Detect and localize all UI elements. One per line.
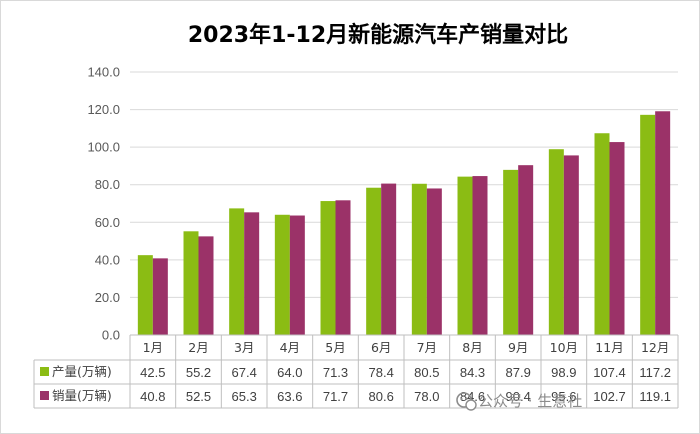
x-tick-label: 5月 [325, 340, 345, 355]
bar-production-8 [457, 176, 473, 335]
y-tick-label: 100.0 [87, 140, 120, 155]
sales-value-label: 102.7 [593, 389, 626, 404]
y-axis-tick-labels: 0.0 20.0 40.0 60.0 80.0 100.0 120.0 140.0 [87, 65, 120, 343]
bar-sales-3 [244, 212, 260, 335]
production-value-label: 107.4 [593, 365, 626, 380]
bar-production-1 [137, 255, 153, 335]
bar-sales-6 [381, 183, 397, 335]
production-value-label: 78.4 [369, 365, 394, 380]
chart-title: 2023年1-12月新能源汽车产销量对比 [188, 22, 568, 48]
x-tick-label: 11月 [595, 340, 623, 355]
y-tick-label: 40.0 [95, 252, 120, 267]
bar-sales-12 [655, 111, 671, 335]
production-value-label: 42.5 [140, 365, 165, 380]
sales-value-label: 52.5 [186, 389, 211, 404]
x-tick-label: 4月 [280, 340, 300, 355]
x-tick-label: 10月 [550, 340, 578, 355]
production-value-label: 117.2 [639, 365, 671, 380]
bar-production-9 [503, 169, 519, 335]
legend-label: 销量(万辆) [52, 388, 112, 403]
legend-swatch [40, 367, 49, 376]
bar-production-4 [274, 214, 290, 335]
sales-value-label: 78.0 [414, 389, 439, 404]
y-tick-label: 0.0 [102, 328, 120, 343]
wechat-icon [456, 392, 477, 411]
bar-production-7 [411, 183, 427, 335]
production-value-label: 55.2 [186, 365, 211, 380]
y-tick-label: 120.0 [87, 102, 120, 117]
bar-production-2 [183, 231, 199, 335]
production-value-label: 71.3 [323, 365, 348, 380]
production-value-label: 67.4 [232, 365, 257, 380]
bar-production-11 [594, 133, 610, 335]
x-tick-label: 2月 [188, 340, 208, 355]
sales-value-label: 65.3 [232, 389, 257, 404]
x-tick-label: 3月 [234, 340, 254, 355]
sales-value-label: 40.8 [140, 389, 165, 404]
legend-swatch [40, 391, 49, 400]
legend-label: 产量(万辆) [52, 364, 112, 379]
sales-value-label: 119.1 [639, 389, 671, 404]
bar-production-5 [320, 201, 336, 335]
bar-sales-5 [335, 200, 351, 335]
y-tick-label: 80.0 [95, 177, 120, 192]
production-value-label: 98.9 [551, 365, 576, 380]
sales-value-label: 90.4 [506, 389, 531, 404]
x-tick-label: 8月 [462, 340, 482, 355]
bar-sales-7 [426, 188, 442, 335]
bar-production-3 [229, 208, 245, 335]
y-tick-label: 140.0 [87, 65, 120, 80]
bar-sales-4 [289, 215, 305, 335]
production-value-label: 84.3 [460, 365, 485, 380]
sales-value-label: 95.6 [551, 389, 576, 404]
x-tick-label: 6月 [371, 340, 391, 355]
bar-sales-2 [198, 236, 214, 335]
bar-sales-10 [563, 155, 579, 335]
y-tick-label: 20.0 [95, 290, 120, 305]
x-tick-label: 9月 [508, 340, 528, 355]
watermark: 公众号 · 生意社 [456, 392, 582, 411]
watermark-text: 公众号 · 生意社 [478, 392, 582, 410]
bar-production-6 [366, 187, 382, 335]
bar-sales-11 [609, 142, 625, 335]
bars [137, 111, 671, 336]
production-value-label: 80.5 [414, 365, 439, 380]
sales-value-label: 80.6 [369, 389, 394, 404]
bar-sales-1 [152, 258, 168, 335]
y-tick-label: 60.0 [95, 215, 120, 230]
bar-production-12 [640, 114, 656, 336]
bar-sales-8 [472, 176, 488, 335]
sales-value-label: 71.7 [323, 389, 348, 404]
production-value-label: 87.9 [506, 365, 531, 380]
bar-sales-9 [518, 165, 534, 335]
x-tick-label: 12月 [641, 340, 669, 355]
x-tick-label: 7月 [417, 340, 437, 355]
x-tick-label: 1月 [143, 340, 163, 355]
bar-production-10 [548, 149, 564, 335]
production-value-label: 64.0 [277, 365, 302, 380]
sales-value-label: 63.6 [277, 389, 302, 404]
